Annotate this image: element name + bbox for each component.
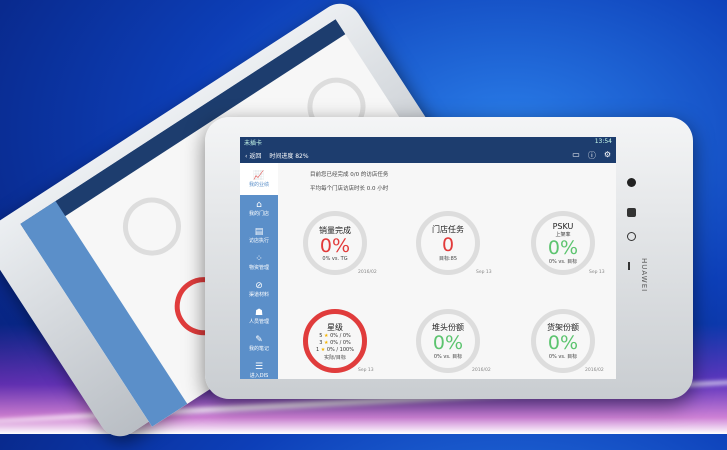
- clip-icon: ⊘: [255, 281, 263, 291]
- card-date: Sep 13: [476, 270, 492, 275]
- card-date: 2016/02: [585, 368, 604, 373]
- star-level: 5: [319, 332, 323, 339]
- card-value: 0%: [547, 332, 579, 354]
- card-psku[interactable]: PSKU 上架率 0% 0% vs. 目标: [531, 211, 595, 275]
- sidebar-item-channel[interactable]: ⊘ 渠道材料: [240, 276, 278, 303]
- back-button[interactable]: ‹ 返回: [245, 152, 262, 160]
- sidebar-label: 渠道材料: [248, 292, 269, 298]
- sidebar-item-materials[interactable]: ⁘ 物资管理: [240, 249, 278, 276]
- card-sub: 0% vs. 目标: [548, 258, 578, 265]
- card-subtitle: 上架率: [555, 231, 571, 238]
- back-key[interactable]: [628, 262, 636, 270]
- back-label: 返回: [249, 152, 262, 160]
- card-title: 货架份额: [547, 323, 579, 332]
- visit-summary: 目前您已经完成 0/0 的访店任务: [310, 172, 389, 178]
- card-value: 0%: [319, 234, 351, 257]
- home-key[interactable]: [627, 232, 636, 241]
- star-value: 0% / 100%: [326, 346, 354, 353]
- card-sub: 0% vs. 目标: [548, 354, 578, 360]
- clipboard-icon: ▤: [254, 227, 264, 237]
- card-date: 2016/02: [472, 368, 491, 373]
- card-date: Sep 13: [358, 368, 374, 373]
- visit-duration: 平均每个门店访店时长 0.0 小时: [310, 186, 389, 192]
- menu-key[interactable]: [627, 208, 636, 217]
- card-title: 门店任务: [432, 225, 464, 234]
- star-row: 3 ★ 0% / 0%: [319, 340, 351, 347]
- card-date: 2016/02: [358, 270, 377, 275]
- settings-icon[interactable]: ⚙: [603, 149, 611, 159]
- star-level: 1: [316, 346, 320, 353]
- sidebar-label: 进入DIS: [249, 373, 269, 379]
- card-sub: 实际/目标: [324, 354, 346, 361]
- card-title: 堆头份额: [432, 323, 464, 332]
- star-icon: ★: [323, 339, 329, 346]
- sidebar-item-performance[interactable]: 📈 我的业绩: [240, 163, 278, 195]
- people-icon: ☗: [254, 308, 264, 318]
- card-title: 星级: [327, 322, 343, 332]
- app-header: ‹ 返回 时间进度 82% ▭ ⓘ ⚙: [240, 147, 616, 163]
- app-screen: 未插卡 13:54 ‹ 返回 时间进度 82% ▭ ⓘ ⚙ 📈 我的业绩 ⌂ 我的门…: [240, 137, 616, 379]
- card-store-tasks[interactable]: 门店任务 0 目标:85: [416, 211, 480, 275]
- brand-logo: HUAWEI: [640, 258, 648, 293]
- grid-icon: ⁘: [255, 254, 263, 264]
- star-value: 0% / 0%: [330, 332, 351, 339]
- sidebar-item-stores[interactable]: ⌂ 我的门店: [240, 195, 278, 222]
- sidebar-item-dis[interactable]: ☰ 进入DIS: [240, 357, 278, 379]
- card-display-share[interactable]: 堆头份额 0% 0% vs. 目标: [416, 309, 480, 373]
- star-row: 5 ★ 0% / 0%: [319, 333, 351, 340]
- list-icon: ☰: [254, 362, 264, 372]
- help-icon[interactable]: ⓘ: [587, 150, 596, 160]
- sidebar-label: 我的笔记: [248, 346, 269, 352]
- card-sales[interactable]: 销量完成 0% 0% vs. TG: [303, 211, 367, 275]
- note-icon: ✎: [255, 335, 263, 345]
- sidebar: 📈 我的业绩 ⌂ 我的门店 ▤ 访店执行 ⁘ 物资管理 ⊘ 渠道材料 ☗ 人员管理 ✎ 我的笔…: [240, 163, 278, 379]
- sidebar-label: 访店执行: [248, 238, 269, 244]
- card-shelf-share[interactable]: 货架份额 0% 0% vs. 目标: [531, 309, 595, 373]
- card-title: PSKU: [552, 221, 574, 231]
- sidebar-label: 我的门店: [248, 211, 269, 217]
- sidebar-label: 物资管理: [248, 265, 269, 271]
- star-value: 0% / 0%: [330, 339, 351, 346]
- camera-icon: [627, 178, 636, 187]
- card-value: 0%: [432, 332, 464, 354]
- status-bar: 未插卡 13:54: [240, 137, 616, 147]
- chart-icon: 📈: [253, 170, 265, 181]
- star-icon: ★: [323, 332, 329, 339]
- card-value: 0: [441, 234, 455, 256]
- star-icon: ★: [320, 346, 326, 353]
- star-level: 3: [319, 339, 323, 346]
- card-sub: 目标:85: [438, 256, 458, 262]
- card-sub: 0% vs. TG: [322, 255, 348, 262]
- sidebar-label: 人员管理: [248, 319, 269, 325]
- card-title: 销量完成: [319, 225, 351, 235]
- card-value: 0%: [547, 236, 579, 259]
- message-icon[interactable]: ▭: [572, 149, 580, 159]
- card-star-rating[interactable]: 星级 5 ★ 0% / 0% 3 ★ 0% / 0% 1 ★ 0% / 100%…: [303, 309, 367, 373]
- star-row: 1 ★ 0% / 100%: [316, 347, 354, 354]
- sidebar-item-staff[interactable]: ☗ 人员管理: [240, 303, 278, 330]
- carrier: 未插卡: [244, 140, 263, 147]
- clock: 13:54: [594, 138, 612, 145]
- card-date: Sep 13: [589, 270, 605, 275]
- store-icon: ⌂: [256, 200, 262, 210]
- card-sub: 0% vs. 目标: [433, 354, 463, 360]
- time-progress: 时间进度 82%: [269, 152, 309, 160]
- sidebar-label: 我的业绩: [248, 181, 269, 188]
- sidebar-item-notes[interactable]: ✎ 我的笔记: [240, 330, 278, 357]
- sidebar-item-visit[interactable]: ▤ 访店执行: [240, 222, 278, 249]
